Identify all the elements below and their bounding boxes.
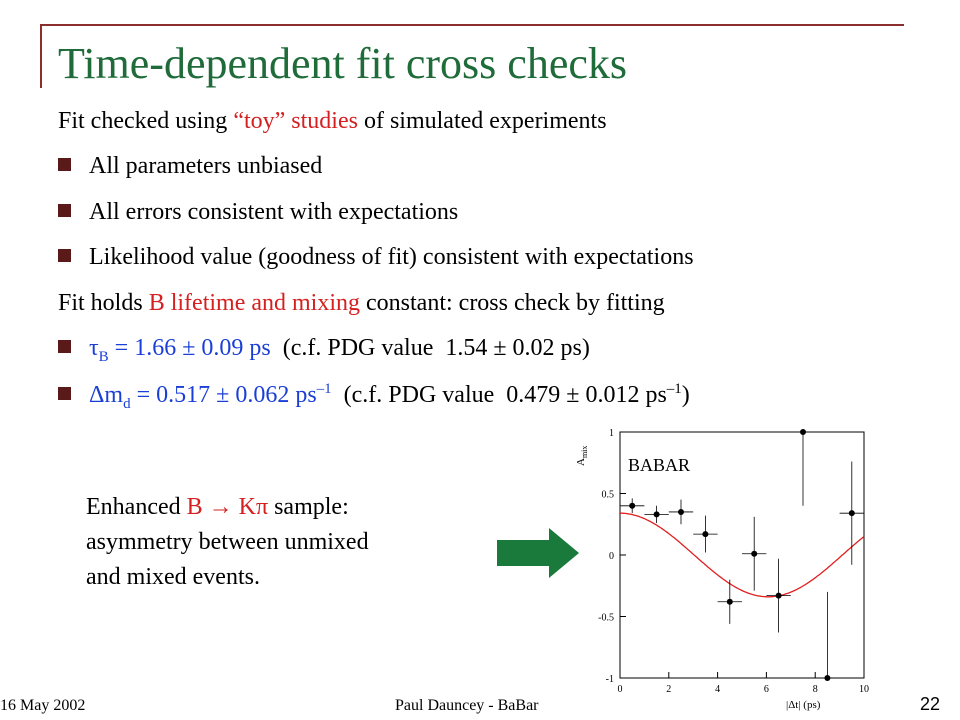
data-point bbox=[790, 429, 816, 506]
y-tick-label: -1 bbox=[606, 674, 614, 685]
title-rule-left bbox=[40, 24, 42, 88]
bullet-text: Likelihood value (goodness of fit) consi… bbox=[89, 244, 694, 270]
y-tick-label: 0.5 bbox=[602, 490, 615, 501]
x-tick-label: 2 bbox=[666, 684, 671, 695]
data-point bbox=[815, 591, 840, 681]
y-tick-label: 0 bbox=[609, 551, 614, 562]
bullet-text: All errors consistent with expectations bbox=[89, 199, 459, 225]
intro-line-lifetime: Fit holds B lifetime and mixing constant… bbox=[58, 290, 665, 317]
x-tick-label: 4 bbox=[715, 684, 720, 695]
data-point bbox=[644, 505, 669, 524]
toy-studies-highlight: “toy” studies bbox=[233, 108, 358, 134]
footer-author: Paul Dauncey - BaBar bbox=[395, 697, 539, 714]
square-bullet-icon bbox=[58, 387, 71, 400]
x-tick-label: 6 bbox=[764, 684, 769, 695]
bullet-unbiased: All parameters unbiased bbox=[58, 153, 322, 180]
data-point bbox=[620, 498, 645, 514]
y-tick-label: -0.5 bbox=[598, 613, 614, 624]
data-point bbox=[693, 515, 718, 553]
bullet-likelihood: Likelihood value (goodness of fit) consi… bbox=[58, 244, 694, 271]
page-number: 22 bbox=[920, 694, 941, 714]
footer-date: 16 May 2002 bbox=[0, 697, 86, 714]
fit-curve bbox=[620, 512, 865, 598]
square-bullet-icon bbox=[58, 249, 71, 262]
square-bullet-icon bbox=[58, 340, 71, 353]
intro-text: Fit checked using bbox=[58, 108, 234, 134]
data-point bbox=[668, 499, 694, 525]
babar-logo: BABAR bbox=[628, 455, 690, 475]
b-kpi-highlight: B → Kπ bbox=[186, 494, 269, 520]
square-bullet-icon bbox=[58, 204, 71, 217]
x-axis-label: |Δt| (ps) bbox=[786, 699, 821, 711]
x-tick-label: 0 bbox=[618, 684, 623, 695]
dm-pdg: (c.f. PDG value 0.479 ± 0.012 ps–1) bbox=[331, 381, 690, 408]
right-arrow-icon bbox=[497, 528, 579, 578]
intro-line-toy: Fit checked using “toy” studies of simul… bbox=[58, 108, 607, 135]
callout-text: Enhanced B → Kπ sample: asymmetry betwee… bbox=[86, 494, 369, 590]
bullet-tau: τB = 1.66 ± 0.09 ps (c.f. PDG value 1.54… bbox=[58, 335, 590, 366]
data-point bbox=[766, 558, 791, 633]
bullet-text: All parameters unbiased bbox=[89, 153, 323, 179]
lifetime-mixing-highlight: B lifetime and mixing bbox=[148, 290, 361, 316]
dm-value: Δmd = 0.517 ± 0.062 ps–1 bbox=[89, 381, 332, 412]
intro-text-end: of simulated experiments bbox=[357, 108, 607, 134]
lifetime-text: Fit holds bbox=[58, 290, 149, 316]
y-tick-label: 1 bbox=[609, 428, 614, 439]
y-axis-label: Amix bbox=[575, 446, 589, 466]
title-rule-top bbox=[40, 24, 904, 26]
data-point bbox=[717, 579, 742, 624]
x-tick-label: 8 bbox=[813, 684, 818, 695]
slide-title: Time-dependent fit cross checks bbox=[58, 39, 628, 88]
tau-value: τB = 1.66 ± 0.09 ps bbox=[89, 335, 271, 365]
bullet-errors: All errors consistent with expectations bbox=[58, 199, 458, 226]
square-bullet-icon bbox=[58, 158, 71, 171]
x-tick-label: 10 bbox=[859, 684, 869, 695]
tau-pdg: (c.f. PDG value 1.54 ± 0.02 ps) bbox=[270, 335, 590, 361]
data-point bbox=[742, 516, 767, 591]
bullet-dm: Δmd = 0.517 ± 0.062 ps–1 (c.f. PDG value… bbox=[58, 381, 690, 413]
amix-plot: 1 0.5 0 -0.5 -1 0 2 4 6 8 10 BABAR Amix |Δt| (ps) bbox=[575, 428, 869, 711]
lifetime-text-end: constant: cross check by fitting bbox=[360, 290, 665, 316]
data-point bbox=[839, 461, 864, 565]
